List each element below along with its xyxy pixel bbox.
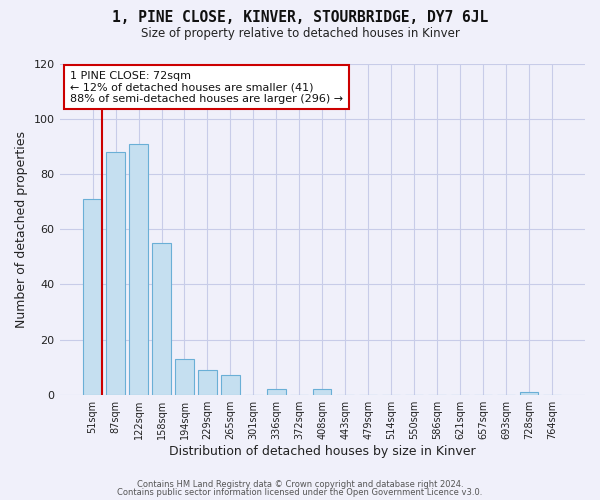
Text: Size of property relative to detached houses in Kinver: Size of property relative to detached ho… [140,28,460,40]
Bar [198,370,217,394]
Text: 1, PINE CLOSE, KINVER, STOURBRIDGE, DY7 6JL: 1, PINE CLOSE, KINVER, STOURBRIDGE, DY7 … [112,10,488,25]
Bar [221,376,239,394]
Text: Contains HM Land Registry data © Crown copyright and database right 2024.: Contains HM Land Registry data © Crown c… [137,480,463,489]
Bar [130,144,148,395]
Text: Contains public sector information licensed under the Open Government Licence v3: Contains public sector information licen… [118,488,482,497]
Bar [313,389,331,394]
Bar [152,243,170,394]
Text: 1 PINE CLOSE: 72sqm
← 12% of detached houses are smaller (41)
88% of semi-detach: 1 PINE CLOSE: 72sqm ← 12% of detached ho… [70,70,343,104]
Bar [106,152,125,394]
Bar [520,392,538,394]
X-axis label: Distribution of detached houses by size in Kinver: Distribution of detached houses by size … [169,444,476,458]
Bar [267,389,286,394]
Y-axis label: Number of detached properties: Number of detached properties [15,131,28,328]
Bar [175,359,194,394]
Bar [83,199,102,394]
